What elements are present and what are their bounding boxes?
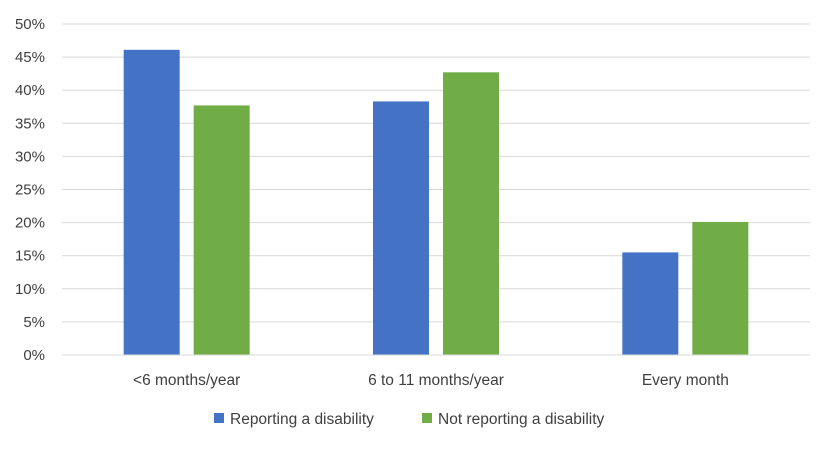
bar-reporting-0 bbox=[123, 49, 180, 356]
legend-swatch-not-reporting bbox=[422, 413, 432, 423]
x-category-label: <6 months/year bbox=[133, 372, 240, 389]
bar-not-reporting-1 bbox=[443, 72, 499, 356]
y-tick-label: 35% bbox=[15, 115, 45, 132]
bars bbox=[123, 49, 749, 356]
legend-label-reporting: Reporting a disability bbox=[230, 411, 374, 428]
y-tick-label: 50% bbox=[15, 16, 45, 33]
y-tick-label: 25% bbox=[15, 182, 45, 199]
y-tick-label: 5% bbox=[23, 314, 45, 331]
x-category-label: Every month bbox=[642, 372, 729, 389]
y-tick-label: 10% bbox=[15, 281, 45, 298]
x-category-label: 6 to 11 months/year bbox=[368, 372, 504, 389]
x-axis-category-labels: <6 months/year 6 to 11 months/year Every m… bbox=[133, 372, 729, 389]
legend-label-not-reporting: Not reporting a disability bbox=[438, 411, 605, 428]
y-tick-label: 15% bbox=[15, 248, 45, 265]
bar-not-reporting-2 bbox=[692, 221, 749, 355]
y-tick-label: 0% bbox=[23, 347, 45, 364]
legend-swatch-reporting bbox=[214, 413, 224, 423]
gridlines bbox=[62, 23, 810, 323]
bar-reporting-1 bbox=[373, 101, 429, 355]
bar-not-reporting-0 bbox=[193, 105, 250, 356]
y-tick-label: 30% bbox=[15, 148, 45, 165]
legend: Reporting a disability Not reporting a d… bbox=[214, 411, 605, 428]
y-tick-label: 45% bbox=[15, 49, 45, 66]
y-tick-label: 40% bbox=[15, 82, 45, 99]
y-tick-label: 20% bbox=[15, 215, 45, 232]
bar-reporting-2 bbox=[622, 252, 679, 355]
y-axis-tick-labels: 0% 5% 10% 15% 20% 25% 30% 35% 40% 45% 50% bbox=[15, 16, 45, 364]
